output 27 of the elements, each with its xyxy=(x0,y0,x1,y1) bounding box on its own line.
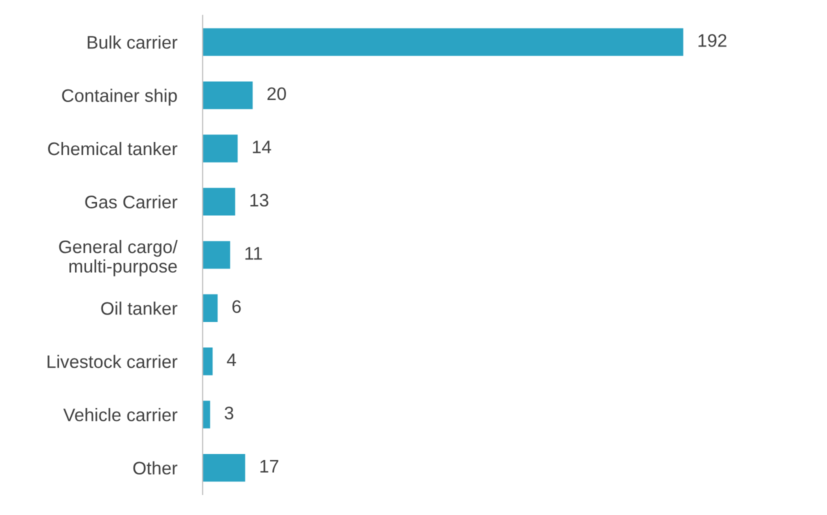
y-tick-label: Oil tanker xyxy=(101,302,178,315)
y-tick-label: Chemical tanker xyxy=(48,142,178,156)
bar xyxy=(202,400,210,428)
data-label: 192 xyxy=(698,34,726,47)
bar xyxy=(202,134,238,162)
bar xyxy=(202,241,230,269)
data-label: 11 xyxy=(245,247,262,260)
data-label: 17 xyxy=(260,460,278,472)
data-label: 14 xyxy=(252,140,272,154)
y-tick-label: Other xyxy=(133,461,178,475)
y-tick-label: Bulk carrier xyxy=(88,36,178,49)
y-tick-label: Container ship xyxy=(62,88,177,106)
data-label: 13 xyxy=(250,194,268,207)
bar xyxy=(202,294,218,322)
y-tick-label: General cargo/ multi-purpose xyxy=(59,240,178,276)
bar xyxy=(202,348,213,376)
data-label: 20 xyxy=(267,87,286,100)
bar xyxy=(202,28,684,56)
data-label: 4 xyxy=(226,354,236,366)
bar xyxy=(202,81,253,110)
y-tick-label: Gas Carrier xyxy=(85,195,178,208)
bar xyxy=(202,454,246,482)
y-tick-label: Livestock carrier xyxy=(48,354,178,368)
y-tick-label: Vehicle carrier xyxy=(63,408,178,422)
data-label: 3 xyxy=(224,406,234,420)
data-label: 6 xyxy=(232,300,241,313)
bar xyxy=(202,188,236,216)
